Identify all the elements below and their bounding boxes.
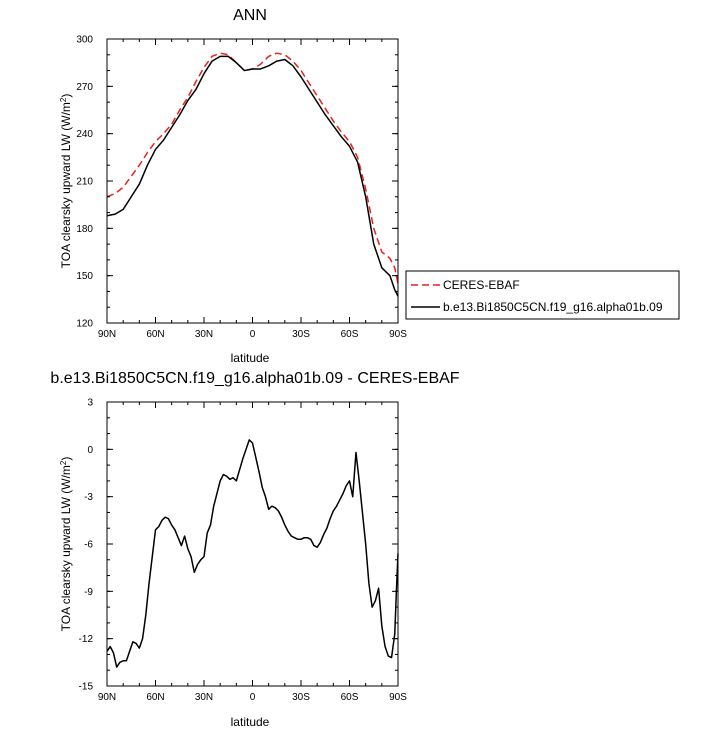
y-tick-label: 0 — [87, 445, 93, 456]
y-tick-label: 240 — [76, 129, 93, 140]
y-tick-label: -9 — [84, 587, 93, 598]
x-tick-label: 0 — [250, 692, 256, 703]
x-axis-title: latitude — [231, 715, 270, 729]
y-tick-label: -6 — [84, 540, 93, 551]
x-tick-label: 90N — [98, 692, 116, 703]
y-tick-label: 210 — [76, 177, 93, 188]
x-tick-label: 30S — [292, 692, 310, 703]
data-lines — [106, 439, 399, 668]
series-line-1 — [106, 55, 399, 297]
series-line-0 — [106, 439, 399, 668]
legend: CERES-EBAF b.e13.Bi1850C5CN.f19_g16.alph… — [405, 270, 680, 320]
y-tick-label: 3 — [87, 398, 93, 409]
panel-bottom: b.e13.Bi1850C5CN.f19_g16.alpha01b.09 - C… — [50, 370, 459, 729]
legend-label-model: b.e13.Bi1850C5CN.f19_g16.alpha01b.09 — [443, 300, 663, 314]
x-tick-label: 30S — [292, 329, 310, 340]
x-tick-label: 60N — [146, 692, 164, 703]
x-axis-title: latitude — [231, 351, 270, 365]
plot-frame — [106, 38, 399, 324]
legend-box — [405, 270, 680, 320]
y-tick-label: -12 — [79, 634, 94, 645]
ticks: 90N 60N 30N 0 30S 60S 90S -15 -12 -9 -6 -3 0 3 — [79, 398, 408, 704]
x-tick-label: 30N — [195, 329, 213, 340]
x-tick-label: 60S — [341, 692, 359, 703]
y-tick-label: 150 — [76, 271, 93, 282]
x-tick-label: 0 — [250, 329, 256, 340]
y-tick-label: -3 — [84, 492, 93, 503]
legend-label-ceres: CERES-EBAF — [443, 278, 520, 292]
panel-top: ANN 90N 60N 30N 0 30S 60S 90S 120 150 180 210 240 27… — [59, 7, 680, 365]
x-tick-label: 30N — [195, 692, 213, 703]
y-axis-title: TOA clearsky upward LW (W/m2) — [59, 94, 74, 269]
data-lines — [106, 52, 399, 297]
series-line-0 — [106, 52, 399, 284]
y-tick-label: 180 — [76, 224, 93, 235]
x-tick-label: 90N — [98, 329, 116, 340]
y-tick-label: -15 — [79, 682, 94, 693]
y-tick-label: 270 — [76, 82, 93, 93]
x-tick-label: 90S — [389, 692, 407, 703]
x-tick-label: 60N — [146, 329, 164, 340]
y-axis-title: TOA clearsky upward LW (W/m2) — [59, 457, 74, 632]
panel-title: ANN — [233, 7, 267, 24]
y-tick-label: 120 — [76, 319, 93, 330]
x-tick-label: 90S — [389, 329, 407, 340]
y-tick-label: 300 — [76, 35, 93, 46]
x-tick-label: 60S — [341, 329, 359, 340]
panel-title: b.e13.Bi1850C5CN.f19_g16.alpha01b.09 - C… — [50, 370, 459, 387]
ticks: 90N 60N 30N 0 30S 60S 90S 120 150 180 210 240 270 300 — [76, 35, 407, 341]
